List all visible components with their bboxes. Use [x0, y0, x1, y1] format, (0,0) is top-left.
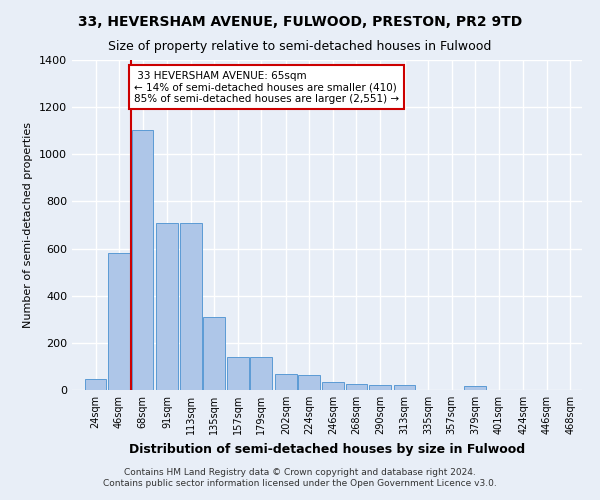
Bar [346, 384, 367, 390]
Text: 33 HEVERSHAM AVENUE: 65sqm
← 14% of semi-detached houses are smaller (410)
85% o: 33 HEVERSHAM AVENUE: 65sqm ← 14% of semi… [134, 70, 399, 104]
Bar [108, 254, 130, 390]
Bar [464, 386, 486, 390]
Bar [203, 317, 225, 390]
Bar [250, 357, 272, 390]
Bar [322, 382, 344, 390]
Bar [180, 222, 202, 390]
Y-axis label: Number of semi-detached properties: Number of semi-detached properties [23, 122, 34, 328]
Bar [131, 130, 154, 390]
Bar [394, 386, 415, 390]
Bar [85, 380, 106, 390]
X-axis label: Distribution of semi-detached houses by size in Fulwood: Distribution of semi-detached houses by … [129, 442, 525, 456]
Text: Contains HM Land Registry data © Crown copyright and database right 2024.
Contai: Contains HM Land Registry data © Crown c… [103, 468, 497, 487]
Bar [298, 374, 320, 390]
Bar [369, 386, 391, 390]
Text: 33, HEVERSHAM AVENUE, FULWOOD, PRESTON, PR2 9TD: 33, HEVERSHAM AVENUE, FULWOOD, PRESTON, … [78, 15, 522, 29]
Bar [156, 222, 178, 390]
Bar [227, 357, 248, 390]
Bar [275, 374, 297, 390]
Text: Size of property relative to semi-detached houses in Fulwood: Size of property relative to semi-detach… [109, 40, 491, 53]
